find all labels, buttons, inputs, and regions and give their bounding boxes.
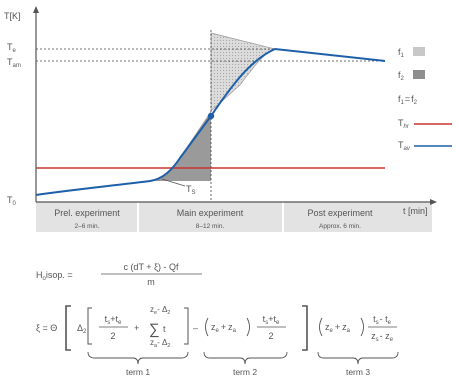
- legend-f1-swatch: [413, 47, 425, 56]
- frac3-denominator: zs- ze: [371, 331, 394, 343]
- frac1-denominator: 2: [110, 331, 115, 341]
- phase-main-name: Main experiment: [177, 208, 244, 218]
- formula1-lhs: Hoisop. =: [36, 270, 73, 282]
- legend-equality: f1=f2: [398, 94, 418, 106]
- term2-left-paren: [205, 317, 209, 337]
- term3-left-paren: [319, 317, 323, 337]
- term2-right-paren: [246, 317, 250, 337]
- t0-tick-label: T0: [7, 195, 17, 207]
- formula2-lhs: ξ = Θ: [36, 323, 57, 333]
- term1-left-bracket: [87, 307, 92, 345]
- minus-sign: –: [193, 323, 198, 333]
- term2-brace: [203, 351, 288, 365]
- tam-tick-label: Tam: [7, 57, 21, 69]
- sum-lower-limit: za- Δ2: [150, 338, 170, 349]
- legend-f2-swatch: [413, 70, 425, 79]
- phase-strip: [36, 202, 432, 232]
- term1-right-bracket: [184, 307, 189, 345]
- phase-post-name: Post experiment: [307, 208, 373, 218]
- y-axis-arrow: [33, 6, 39, 13]
- term3-paren-content: ze + za: [325, 322, 351, 334]
- tav-curve: [35, 47, 386, 196]
- inflection-point: [207, 112, 215, 120]
- legend-f2-label: f2: [398, 70, 405, 82]
- sum-variable: t: [163, 324, 166, 334]
- term2-label: term 2: [233, 367, 257, 377]
- legend: f1 f2 f1=f2 Thr Tav: [398, 47, 452, 152]
- delta2: Δ2: [77, 323, 87, 335]
- x-axis-arrow: [430, 199, 437, 205]
- term3-right-paren: [360, 317, 364, 337]
- term3-label: term 3: [346, 367, 370, 377]
- frac2-numerator: ts+te: [263, 314, 280, 326]
- frac1-numerator: ts+te: [105, 314, 122, 326]
- ts-label: TS: [186, 184, 196, 196]
- sum-symbol: ∑: [149, 321, 160, 338]
- ts-pointer: [161, 178, 186, 187]
- phase-post-duration: Approx. 6 min.: [319, 223, 361, 230]
- x-axis-label: t [min]: [403, 206, 428, 216]
- frac3-numerator: ts- te: [373, 314, 392, 326]
- term3-brace: [317, 351, 399, 365]
- area-f1: [210, 32, 277, 112]
- te-tick-label: Te: [7, 42, 17, 54]
- plus-sign: +: [134, 323, 139, 333]
- phase-prel-duration: 2–6 min.: [75, 223, 100, 230]
- phase-prel-name: Prel. experiment: [54, 208, 120, 218]
- area-f2: [150, 111, 211, 181]
- left-bracket: [65, 305, 71, 351]
- formula1-numerator: c (dT + ξ) - Qf: [123, 262, 179, 272]
- right-bracket: [302, 305, 308, 351]
- term1-label: term 1: [126, 367, 150, 377]
- legend-thr-label: Thr: [398, 118, 410, 130]
- legend-tav-label: Tav: [398, 140, 411, 152]
- sum-upper-limit: ze- Δ2: [150, 305, 170, 316]
- term1-brace: [87, 351, 189, 365]
- formula-xi: ξ = Θ Δ2 ts+te 2 + ze- Δ2 ∑ t za- Δ2 – z…: [36, 305, 399, 377]
- phase-main-duration: 8–12 min.: [196, 223, 225, 230]
- formula1-denominator: m: [147, 277, 155, 287]
- frac2-denominator: 2: [268, 331, 273, 341]
- formula-enthalpy: Hoisop. = c (dT + ξ) - Qf m: [36, 262, 202, 287]
- term2-paren-content: ze + za: [211, 322, 237, 334]
- legend-f1-label: f1: [398, 47, 405, 59]
- y-axis-label: T[K]: [4, 11, 21, 21]
